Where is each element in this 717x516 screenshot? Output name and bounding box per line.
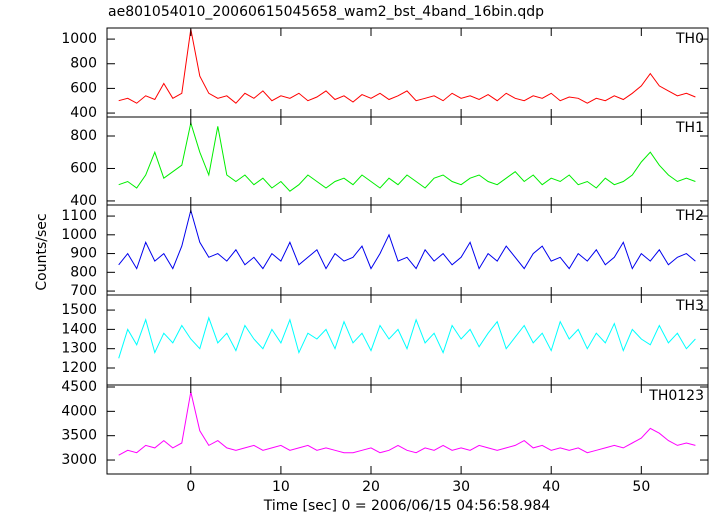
- y-tick-label: 800: [70, 128, 97, 144]
- panel-frame: [106, 116, 709, 206]
- series-line: [118, 316, 696, 359]
- panel-frame: [106, 294, 709, 386]
- panel-frame: [106, 384, 709, 475]
- panel-label: TH0123: [648, 388, 704, 404]
- y-tick-label: 600: [70, 160, 97, 176]
- y-tick-label: 1200: [61, 360, 97, 376]
- y-tick-label: 1400: [61, 321, 97, 337]
- y-tick-label: 800: [70, 56, 97, 72]
- y-tick-label: 700: [70, 283, 97, 299]
- y-tick-label: 400: [70, 193, 97, 209]
- x-tick-label: 40: [542, 479, 560, 495]
- panel-frame: [106, 204, 709, 296]
- panel-frame: [106, 27, 709, 118]
- y-tick-label: 800: [70, 264, 97, 280]
- x-tick-label: 10: [272, 479, 290, 495]
- y-tick-label: 1000: [61, 227, 97, 243]
- y-tick-label: 1100: [61, 208, 97, 224]
- y-tick-label: 400: [70, 105, 97, 121]
- panel-label: TH1: [675, 120, 704, 136]
- y-axis-label: Counts/sec: [34, 213, 50, 290]
- series-line: [118, 391, 696, 456]
- x-axis-label: Time [sec] 0 = 2006/06/15 04:56:58.984: [263, 498, 551, 514]
- series-line: [118, 208, 696, 270]
- y-tick-label: 900: [70, 246, 97, 262]
- chart-title: ae801054010_20060615045658_wam2_bst_4ban…: [108, 4, 544, 20]
- x-tick-label: 50: [632, 479, 650, 495]
- y-tick-label: 600: [70, 80, 97, 96]
- panel-label: TH2: [675, 208, 704, 224]
- x-tick-label: 30: [452, 479, 470, 495]
- y-tick-label: 3500: [61, 428, 97, 444]
- y-tick-label: 1300: [61, 341, 97, 357]
- y-tick-label: 3000: [61, 452, 97, 468]
- series-line: [118, 121, 696, 192]
- panel-label: TH3: [675, 298, 704, 314]
- x-tick-label: 20: [362, 479, 380, 495]
- panel-label: TH0: [675, 31, 704, 47]
- series-line: [118, 29, 696, 104]
- y-tick-label: 4500: [61, 379, 97, 395]
- y-tick-label: 1500: [61, 302, 97, 318]
- y-tick-label: 1000: [61, 31, 97, 47]
- x-tick-label: 0: [186, 479, 195, 495]
- y-tick-label: 4000: [61, 403, 97, 419]
